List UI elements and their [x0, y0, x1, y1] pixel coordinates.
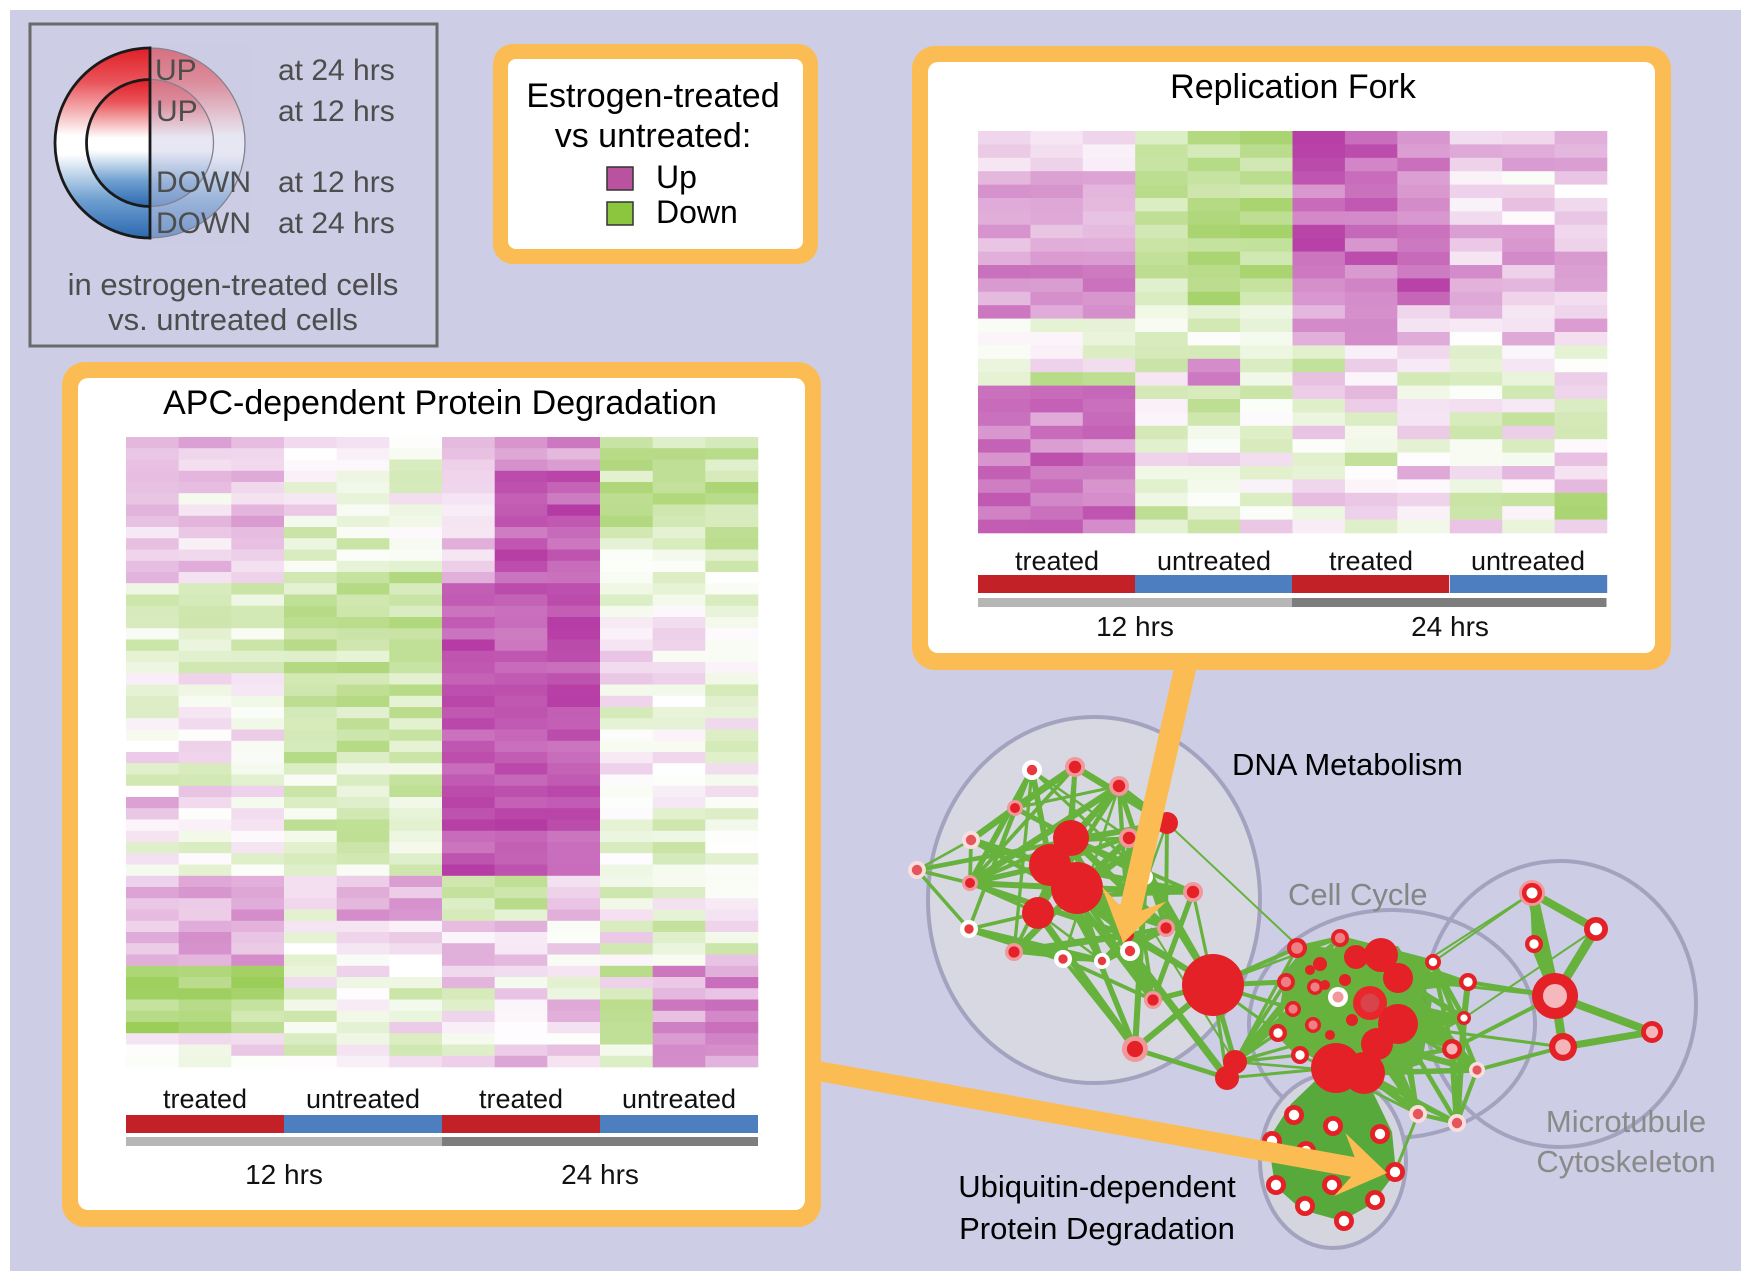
svg-text:vs. untreated cells: vs. untreated cells	[108, 302, 358, 337]
svg-text:Up: Up	[656, 159, 697, 195]
svg-text:DOWN: DOWN	[156, 166, 251, 199]
svg-text:at 12 hrs: at 12 hrs	[278, 95, 395, 128]
svg-text:DOWN: DOWN	[156, 207, 251, 240]
svg-text:UP: UP	[155, 54, 197, 87]
svg-text:untreated: untreated	[622, 1084, 736, 1114]
svg-text:at 24 hrs: at 24 hrs	[278, 207, 395, 240]
svg-text:24 hrs: 24 hrs	[1411, 611, 1489, 642]
svg-text:vs untreated:: vs untreated:	[555, 117, 752, 155]
svg-text:Estrogen-treated: Estrogen-treated	[526, 77, 779, 115]
svg-text:at 12 hrs: at 12 hrs	[278, 166, 395, 199]
svg-text:in estrogen-treated cells: in estrogen-treated cells	[68, 267, 399, 302]
svg-text:treated: treated	[1015, 546, 1099, 576]
svg-text:Protein Degradation: Protein Degradation	[959, 1211, 1235, 1246]
svg-text:untreated: untreated	[1157, 546, 1271, 576]
svg-text:treated: treated	[1329, 546, 1413, 576]
svg-text:Cytoskeleton: Cytoskeleton	[1536, 1144, 1715, 1179]
svg-text:24 hrs: 24 hrs	[561, 1159, 639, 1190]
svg-text:Down: Down	[656, 194, 738, 230]
svg-text:Ubiquitin-dependent: Ubiquitin-dependent	[958, 1169, 1236, 1204]
svg-text:treated: treated	[479, 1084, 563, 1114]
svg-text:Replication Fork: Replication Fork	[1170, 68, 1417, 106]
svg-text:untreated: untreated	[1471, 546, 1585, 576]
svg-text:DNA Metabolism: DNA Metabolism	[1232, 747, 1463, 782]
svg-text:treated: treated	[163, 1084, 247, 1114]
svg-text:12 hrs: 12 hrs	[245, 1159, 323, 1190]
svg-text:12 hrs: 12 hrs	[1096, 611, 1174, 642]
svg-text:Microtubule: Microtubule	[1546, 1104, 1706, 1139]
svg-text:untreated: untreated	[306, 1084, 420, 1114]
svg-text:UP: UP	[156, 95, 198, 128]
svg-text:at 24 hrs: at 24 hrs	[278, 54, 395, 87]
svg-text:Cell Cycle: Cell Cycle	[1288, 877, 1428, 912]
svg-text:APC-dependent Protein Degradat: APC-dependent Protein Degradation	[163, 384, 717, 422]
